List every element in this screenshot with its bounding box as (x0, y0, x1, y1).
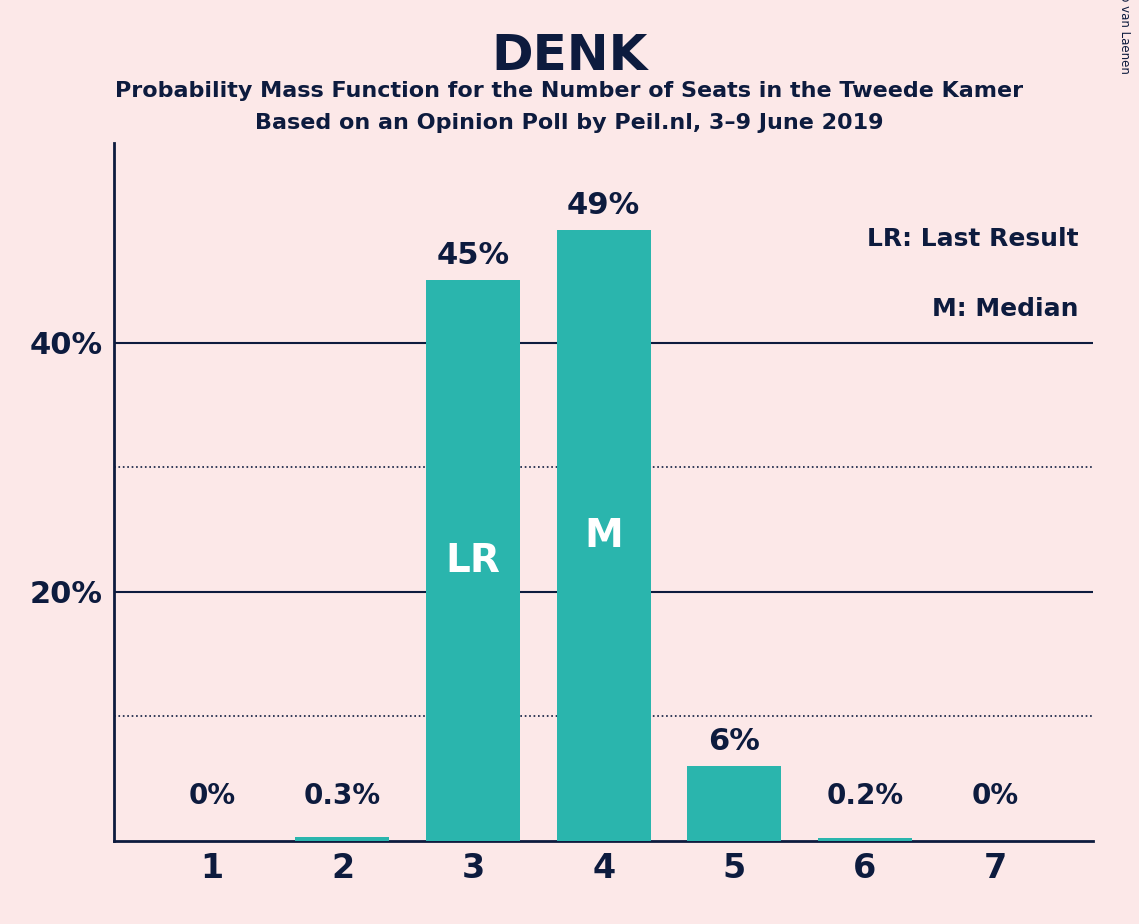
Text: 0%: 0% (972, 782, 1019, 809)
Text: Probability Mass Function for the Number of Seats in the Tweede Kamer: Probability Mass Function for the Number… (115, 81, 1024, 102)
Text: M: M (584, 517, 623, 554)
Bar (426, 280, 521, 841)
Text: Based on an Opinion Poll by Peil.nl, 3–9 June 2019: Based on an Opinion Poll by Peil.nl, 3–9… (255, 113, 884, 133)
Text: 0%: 0% (188, 782, 236, 809)
Text: 6%: 6% (708, 727, 760, 756)
Text: LR: Last Result: LR: Last Result (867, 227, 1079, 251)
Text: © 2020 Filip van Laenen: © 2020 Filip van Laenen (1118, 0, 1131, 74)
Bar (557, 230, 650, 841)
Text: M: Median: M: Median (932, 297, 1079, 321)
Text: 0.2%: 0.2% (826, 782, 903, 809)
Text: 0.3%: 0.3% (304, 782, 382, 809)
Text: LR: LR (445, 541, 500, 579)
Text: 45%: 45% (436, 241, 509, 271)
Bar (295, 837, 390, 841)
Text: DENK: DENK (491, 32, 648, 80)
Bar (818, 838, 912, 841)
Text: 49%: 49% (567, 191, 640, 221)
Bar (687, 766, 781, 841)
